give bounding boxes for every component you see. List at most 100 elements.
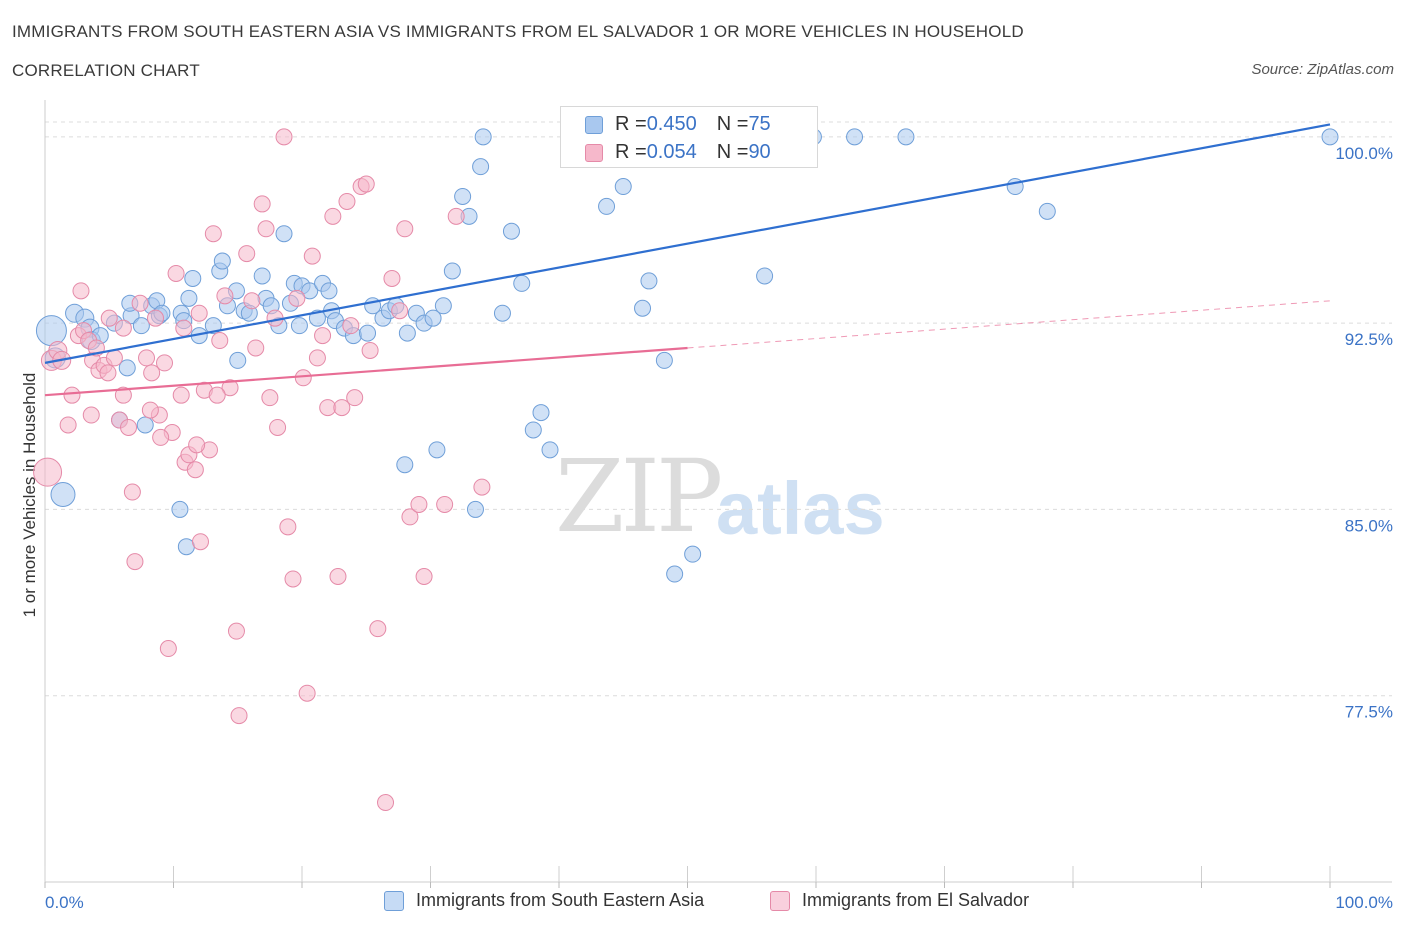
point-el-salvador	[238, 245, 256, 263]
point-south-eastern-asia	[640, 272, 658, 290]
watermark-zip: ZIP	[555, 438, 723, 555]
stats-n-label-pink: N =	[716, 141, 749, 163]
point-el-salvador	[156, 354, 174, 372]
point-el-salvador	[63, 386, 81, 404]
point-south-eastern-asia	[136, 416, 154, 434]
point-el-salvador	[152, 428, 170, 446]
point-el-salvador	[114, 319, 132, 337]
y-axis-label: 1 or more Vehicles in Household	[20, 373, 39, 618]
point-el-salvador	[227, 622, 245, 640]
point-el-salvador	[279, 518, 297, 536]
point-el-salvador	[275, 128, 293, 146]
point-south-eastern-asia	[897, 128, 915, 146]
point-el-salvador	[147, 309, 165, 327]
point-south-eastern-asia	[184, 269, 202, 287]
trend-line-pink	[44, 346, 688, 397]
point-south-eastern-asia	[253, 267, 271, 285]
point-el-salvador	[211, 332, 229, 350]
point-el-salvador	[415, 567, 433, 585]
y-tick-label: 100.0%	[1335, 144, 1393, 163]
point-south-eastern-asia	[541, 441, 559, 459]
point-el-salvador	[216, 287, 234, 305]
point-south-eastern-asia	[229, 351, 247, 369]
point-south-eastern-asia	[424, 309, 442, 327]
point-south-eastern-asia	[493, 304, 511, 322]
point-el-salvador	[303, 247, 321, 265]
point-el-salvador	[447, 207, 465, 225]
point-south-eastern-asia	[1321, 128, 1339, 146]
point-south-eastern-asia	[513, 274, 531, 292]
point-el-salvador	[186, 461, 204, 479]
point-south-eastern-asia	[171, 500, 189, 518]
point-south-eastern-asia	[532, 404, 550, 422]
y-tick-label: 77.5%	[1345, 703, 1393, 722]
point-el-salvador	[221, 379, 239, 397]
point-south-eastern-asia	[396, 456, 414, 474]
point-el-salvador	[204, 225, 222, 243]
legend-item-blue[interactable]: Immigrants from South Eastern Asia	[384, 890, 704, 911]
point-south-eastern-asia	[213, 252, 231, 270]
point-el-salvador	[105, 349, 123, 367]
point-el-salvador	[82, 406, 100, 424]
x-tick-label: 100.0%	[1335, 893, 1393, 912]
point-south-eastern-asia	[666, 565, 684, 583]
point-south-eastern-asia	[472, 158, 490, 176]
point-south-eastern-asia	[502, 222, 520, 240]
point-south-eastern-asia	[177, 538, 195, 556]
y-tick-label: 92.5%	[1345, 330, 1393, 349]
point-el-salvador	[190, 304, 208, 322]
point-el-salvador	[269, 418, 287, 436]
stats-swatch-blue	[585, 115, 603, 134]
point-el-salvador	[377, 794, 395, 812]
stats-swatch-pink	[585, 143, 603, 162]
point-el-salvador	[342, 317, 360, 335]
stats-box: R = 0.450 N = 75 R = 0.054 N = 90	[560, 106, 818, 168]
point-el-salvador	[396, 220, 414, 238]
point-el-salvador	[401, 508, 419, 526]
point-el-salvador	[138, 349, 156, 367]
point-el-salvador	[436, 495, 454, 513]
stats-r-value-pink: 0.054	[646, 141, 697, 163]
stats-r-value-blue: 0.450	[646, 113, 697, 135]
point-el-salvador	[59, 416, 77, 434]
point-south-eastern-asia	[614, 178, 632, 196]
point-el-salvador	[141, 401, 159, 419]
legend-label-blue: Immigrants from South Eastern Asia	[416, 890, 705, 910]
legend-swatch-pink	[770, 890, 790, 911]
point-south-eastern-asia	[132, 317, 150, 335]
point-el-salvador	[191, 533, 209, 551]
point-el-salvador	[284, 570, 302, 588]
point-el-salvador	[208, 386, 226, 404]
trend-line-extension-pink	[687, 300, 1331, 349]
point-el-salvador	[338, 192, 356, 210]
point-el-salvador	[120, 418, 138, 436]
point-south-eastern-asia	[443, 262, 461, 280]
chart-subtitle: CORRELATION CHART	[12, 61, 200, 80]
point-el-salvador	[333, 399, 351, 417]
point-el-salvador	[314, 327, 332, 345]
point-el-salvador	[257, 220, 275, 238]
legend-item-pink[interactable]: Immigrants from El Salvador	[770, 890, 1029, 911]
trend-line-blue	[44, 123, 1331, 364]
point-south-eastern-asia	[466, 500, 484, 518]
point-south-eastern-asia	[634, 299, 652, 317]
point-south-eastern-asia	[320, 282, 338, 300]
point-south-eastern-asia	[35, 315, 67, 347]
point-south-eastern-asia	[524, 421, 542, 439]
point-el-salvador	[100, 309, 118, 327]
y-tick-label: 85.0%	[1345, 516, 1393, 535]
point-el-salvador	[143, 364, 161, 382]
point-south-eastern-asia	[398, 324, 416, 342]
point-el-salvador	[294, 369, 312, 387]
point-el-salvador	[131, 294, 149, 312]
point-el-salvador	[369, 620, 387, 638]
point-el-salvador	[243, 292, 261, 310]
stats-n-value-blue: 75	[748, 113, 771, 135]
point-south-eastern-asia	[434, 297, 452, 315]
point-el-salvador	[172, 386, 190, 404]
point-el-salvador	[126, 553, 144, 571]
source-credit: Source: ZipAtlas.com	[1251, 61, 1394, 78]
point-el-salvador	[247, 339, 265, 357]
point-south-eastern-asia	[655, 351, 673, 369]
